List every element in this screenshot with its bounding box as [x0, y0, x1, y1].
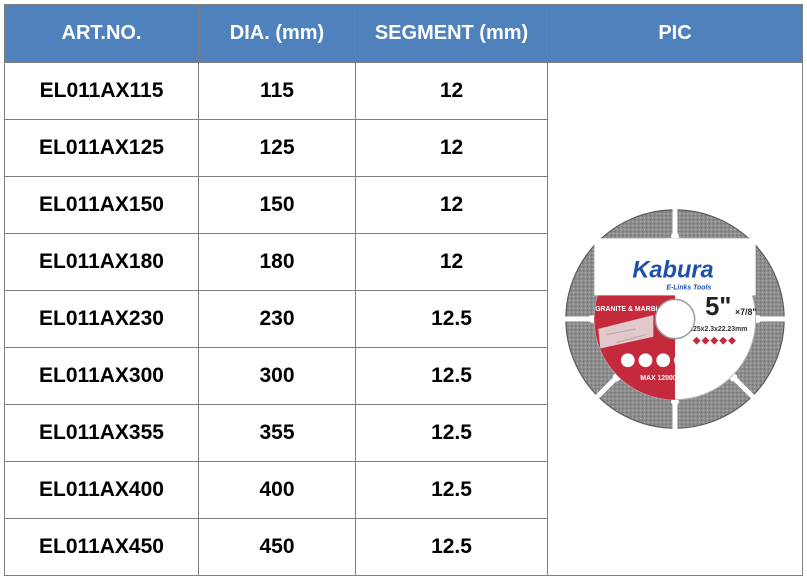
- product-spec-table: ART.NO. DIA. (mm) SEGMENT (mm) PIC EL011…: [4, 4, 803, 576]
- blade-application: GRANITE & MARBLE: [595, 306, 665, 313]
- table-row: EL011AX400 400 12.5: [4, 461, 803, 519]
- blade-sub-brand: E-Links Tools: [666, 285, 711, 292]
- diamond-rating-icon: [692, 336, 736, 345]
- header-art-no: ART.NO.: [4, 4, 199, 63]
- header-diameter: DIA. (mm): [198, 4, 356, 63]
- segment-cell: 12: [355, 62, 548, 120]
- segment-cell: 12: [355, 119, 548, 177]
- table-row: EL011AX115 115 12: [4, 62, 803, 576]
- diameter-cell: 150: [198, 176, 356, 234]
- blade-bore: ×7/8": [735, 307, 757, 317]
- diameter-cell: 355: [198, 404, 356, 462]
- table-row: EL011AX125 125 12: [4, 119, 803, 177]
- segment-cell: 12.5: [355, 404, 548, 462]
- diamond-saw-blade-icon: Kabura E-Links Tools 5" ×7/8" GRANITE & …: [562, 206, 788, 432]
- blade-brand: Kabura: [632, 258, 713, 284]
- art-no-cell: EL011AX400: [4, 461, 199, 519]
- segment-cell: 12: [355, 233, 548, 291]
- art-no-cell: EL011AX180: [4, 233, 199, 291]
- table-row: EL011AX230 230 12.5: [4, 290, 803, 348]
- diameter-cell: 115: [198, 62, 356, 120]
- segment-cell: 12.5: [355, 290, 548, 348]
- diameter-cell: 180: [198, 233, 356, 291]
- segment-cell: 12.5: [355, 347, 548, 405]
- diameter-cell: 300: [198, 347, 356, 405]
- art-no-cell: EL011AX230: [4, 290, 199, 348]
- art-no-cell: EL011AX450: [4, 518, 199, 576]
- header-row: ART.NO. DIA. (mm) SEGMENT (mm) PIC: [4, 4, 803, 63]
- art-no-cell: EL011AX150: [4, 176, 199, 234]
- diameter-cell: 125: [198, 119, 356, 177]
- art-no-cell: EL011AX300: [4, 347, 199, 405]
- product-picture-cell: Kabura E-Links Tools 5" ×7/8" GRANITE & …: [547, 62, 803, 576]
- segment-cell: 12.5: [355, 518, 548, 576]
- blade-max-speed: MAX 12000RPM 80M/S: [640, 375, 714, 382]
- table-row: EL011AX450 450 12.5: [4, 518, 803, 576]
- diameter-cell: 450: [198, 518, 356, 576]
- diameter-cell: 400: [198, 461, 356, 519]
- blade-size: 5": [705, 293, 731, 321]
- blade-dimensions: 125x2.3x22.23mm: [689, 326, 747, 333]
- segment-cell: 12: [355, 176, 548, 234]
- header-pic: PIC: [547, 4, 803, 63]
- table-row: EL011AX180 180 12: [4, 233, 803, 291]
- table-row: EL011AX150 150 12: [4, 176, 803, 234]
- safety-icons: [620, 353, 724, 368]
- art-no-cell: EL011AX125: [4, 119, 199, 177]
- art-no-cell: EL011AX355: [4, 404, 199, 462]
- diameter-cell: 230: [198, 290, 356, 348]
- art-no-cell: EL011AX115: [4, 62, 199, 120]
- table-row: EL011AX355 355 12.5: [4, 404, 803, 462]
- segment-cell: 12.5: [355, 461, 548, 519]
- arbor-hole-icon: [654, 298, 696, 340]
- header-segment: SEGMENT (mm): [355, 4, 548, 63]
